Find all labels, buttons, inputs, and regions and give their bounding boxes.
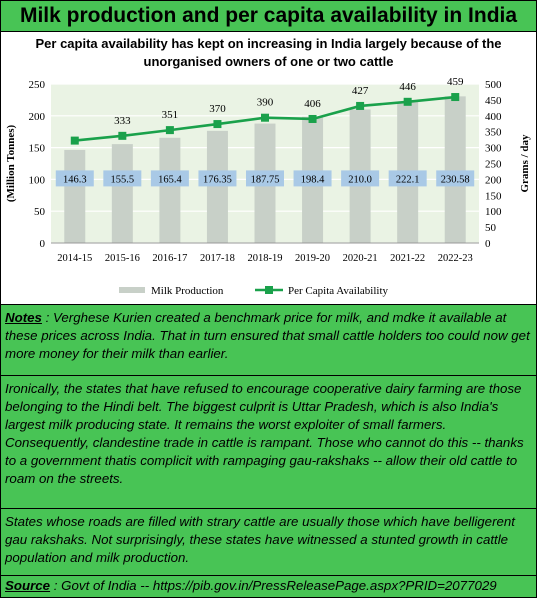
bar-milk-production	[206, 130, 228, 243]
y-tick-label: 250	[29, 79, 46, 91]
bar-label-box	[293, 170, 332, 187]
y2-tick-label: 350	[485, 127, 502, 139]
y2-tick-label: 500	[485, 79, 502, 91]
subtitle: Per capita availability has kept on incr…	[1, 33, 536, 71]
x-tick-label: 2017-18	[200, 253, 235, 264]
x-tick-label: 2015-16	[105, 253, 140, 264]
note-2-text: Ironically, the states that have refused…	[5, 381, 524, 486]
legend-swatch-marker	[265, 286, 273, 294]
x-tick-label: 2019-20	[295, 253, 330, 264]
bar-label-box	[198, 170, 237, 187]
bar-value-label: 176.35	[203, 174, 232, 185]
x-tick-label: 2018-19	[248, 253, 283, 264]
x-tick-label: 2020-21	[343, 253, 378, 264]
line-point	[356, 101, 365, 110]
y2-tick-label: 400	[485, 111, 502, 123]
source-bar: Source : Govt of India -- https://pib.go…	[1, 575, 536, 597]
line-point	[403, 97, 412, 106]
chart-area: 0 50 100 150 200 250 0 50 100 150 200 250 300 350 400 4…	[1, 71, 536, 304]
x-tick-label: 2022-23	[438, 253, 473, 264]
y2-tick-label: 0	[485, 238, 491, 250]
y-tick-label: 50	[34, 206, 46, 218]
y2-axis-title: Grams / day	[519, 134, 531, 193]
line-value-label: 351	[162, 109, 179, 121]
source-label: Source	[5, 578, 51, 593]
line-value-label: 370	[209, 103, 226, 115]
bar-value-label: 210.0	[348, 174, 372, 185]
page-title: Milk production and per capita availabil…	[19, 4, 518, 27]
x-tick-label: 2014-15	[57, 253, 92, 264]
subtitle-line-1: Per capita availability has kept on incr…	[35, 36, 502, 51]
bar-label-box	[150, 170, 189, 187]
bar-label-box	[246, 170, 284, 187]
y2-tick-label: 150	[485, 190, 502, 202]
y2-tick-label: 250	[485, 159, 502, 171]
bar-milk-production	[111, 144, 133, 243]
y2-tick-label: 200	[485, 174, 502, 186]
bar-value-label: 222.1	[396, 174, 420, 185]
line-value-label: 459	[447, 76, 464, 88]
y-axis-title: (Million Tonnes)	[5, 124, 17, 202]
y-tick-label: 150	[29, 143, 46, 155]
bar-milk-production	[159, 137, 181, 243]
note-3: States whose roads are filled with strar…	[1, 508, 536, 575]
bar-label-box	[436, 170, 475, 187]
x-tick-label: 2016-17	[152, 253, 187, 264]
line-point	[213, 120, 222, 129]
note-1-text: : Verghese Kurien created a benchmark pr…	[5, 310, 530, 361]
bar-value-label: 230.58	[441, 174, 470, 185]
bar-value-label: 146.3	[63, 174, 87, 185]
x-tick-label: 2021-22	[390, 253, 425, 264]
line-point	[70, 136, 79, 145]
line-point	[261, 113, 269, 122]
note-3-text: States whose roads are filled with strar…	[5, 514, 515, 565]
line-point	[308, 114, 317, 123]
chart: 0 50 100 150 200 250 0 50 100 150 200 250 300 350 400 4…	[5, 76, 531, 297]
bar-milk-production	[64, 149, 86, 243]
bar-label-box	[388, 170, 427, 187]
bar-value-label: 198.4	[301, 174, 325, 185]
y2-tick-label: 50	[485, 222, 497, 234]
note-1: Notes : Verghese Kurien created a benchm…	[1, 304, 536, 375]
line-point	[165, 126, 174, 135]
notes-label: Notes	[5, 310, 42, 325]
line-value-label: 446	[399, 81, 416, 93]
line-point	[118, 131, 127, 140]
y2-tick-label: 300	[485, 143, 502, 155]
line-value-label: 406	[304, 98, 321, 110]
bar-milk-production	[444, 96, 466, 243]
title-bar: Milk production and per capita availabil…	[1, 1, 536, 32]
source-text: : Govt of India -- https://pib.gov.in/Pr…	[50, 578, 497, 593]
y-tick-label: 0	[40, 238, 46, 250]
y2-tick-label: 450	[485, 95, 502, 107]
bar-value-label: 187.75	[251, 174, 280, 185]
note-2: Ironically, the states that have refused…	[1, 375, 536, 508]
y-tick-label: 100	[29, 174, 46, 186]
bar-label-box	[55, 170, 94, 187]
y2-tick-label: 100	[485, 206, 502, 218]
line-value-label: 333	[114, 115, 131, 127]
bar-value-label: 165.4	[158, 174, 182, 185]
subtitle-line-2: unorganised owners of one or two cattle	[143, 54, 394, 69]
legend-label-per-capita: Per Capita Availability	[288, 285, 388, 297]
line-value-label: 427	[352, 85, 369, 97]
bar-value-label: 155.5	[111, 174, 135, 185]
legend-swatch-milk-production	[119, 287, 145, 293]
bar-label-box	[103, 170, 142, 187]
bar-label-box	[341, 170, 380, 187]
y-tick-label: 200	[29, 111, 46, 123]
legend-label-milk-production: Milk Production	[151, 285, 224, 297]
line-point	[451, 93, 460, 102]
line-value-label: 390	[257, 97, 274, 109]
